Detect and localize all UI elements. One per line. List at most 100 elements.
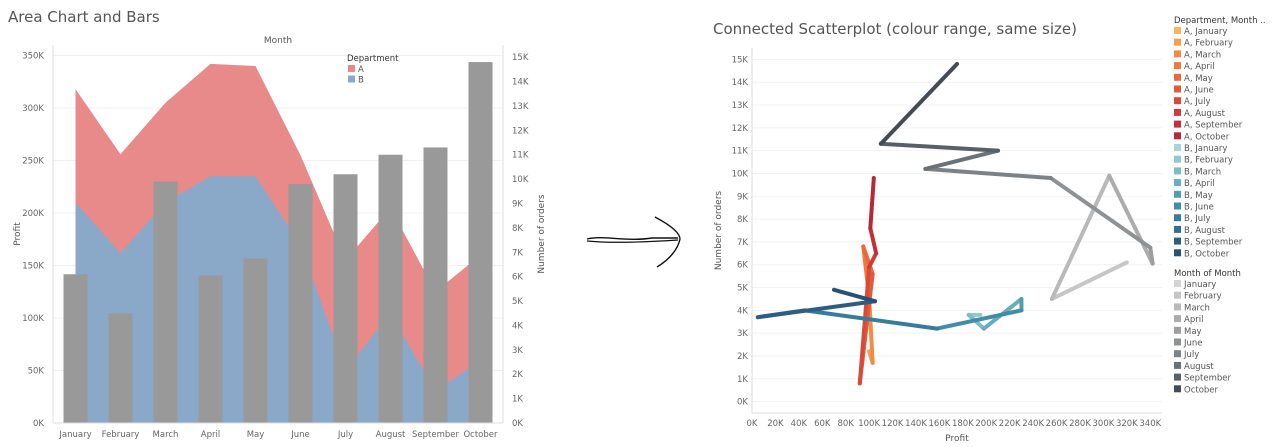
y2-tick-label: 13K xyxy=(512,102,529,112)
y-tick-label: 11K xyxy=(732,147,749,157)
legend-label: A, March xyxy=(1184,50,1221,60)
y-tick-label: 10K xyxy=(732,169,749,179)
y2-tick-label: 3K xyxy=(512,346,523,356)
legend-swatch xyxy=(1174,85,1181,93)
bar xyxy=(333,174,358,423)
legend-swatch xyxy=(1174,132,1181,140)
series-B-segment xyxy=(802,308,940,331)
legend-swatch xyxy=(1174,280,1181,287)
x-tick-label: July xyxy=(337,430,353,440)
bar xyxy=(243,258,268,423)
series-B-segment xyxy=(832,287,877,304)
legend-label: B, April xyxy=(1184,179,1215,189)
y-tick-label: 12K xyxy=(732,124,749,134)
legend-swatch xyxy=(1174,350,1181,358)
x-tick-label: February xyxy=(102,430,140,440)
legend-label: A, April xyxy=(1184,62,1215,72)
legend-swatch xyxy=(1174,97,1181,105)
bar xyxy=(378,154,403,423)
x-tick-label: 200K xyxy=(975,419,997,429)
x-tick-label: 0K xyxy=(747,419,758,429)
y-tick-label: 8K xyxy=(737,215,748,225)
legend-swatch xyxy=(1174,50,1181,58)
series-A-segment xyxy=(868,226,879,256)
y2-tick-label: 12K xyxy=(512,126,529,136)
legend-label: May xyxy=(1184,327,1202,337)
legend-label: A, October xyxy=(1184,132,1230,142)
legend-swatch xyxy=(1174,237,1181,245)
legend-swatch xyxy=(1174,155,1181,163)
legend-swatch xyxy=(1174,190,1181,198)
legend-swatch xyxy=(1174,249,1181,257)
x-tick-label: 280K xyxy=(1069,419,1091,429)
y-tick-label: 9K xyxy=(737,192,748,202)
legend-label: B, October xyxy=(1184,249,1230,259)
y2-tick-label: 4K xyxy=(512,321,523,331)
legend-label: B, August xyxy=(1184,226,1226,236)
y2-tick-label: 5K xyxy=(512,297,523,307)
y-tick-label: 15K xyxy=(732,55,749,65)
legend-label: B, March xyxy=(1184,167,1221,177)
y2-tick-label: 2K xyxy=(512,370,523,380)
y-tick-label: 100K xyxy=(22,314,44,324)
bar xyxy=(108,313,133,423)
legend-label: B, February xyxy=(1184,156,1233,166)
legend-label: A, February xyxy=(1184,39,1233,49)
series-Total-segment xyxy=(1107,173,1155,266)
x-tick-label: 80K xyxy=(838,419,855,429)
series-Total-segment xyxy=(1049,173,1112,301)
series-Total-segment xyxy=(1048,176,1153,250)
legend-swatch xyxy=(1174,385,1181,393)
x-tick-label: March xyxy=(153,430,179,440)
y2-tick-label: 6K xyxy=(512,273,523,283)
legend-label: A, January xyxy=(1184,27,1227,37)
legend-swatch xyxy=(1174,144,1181,151)
legend-swatch xyxy=(1174,167,1181,175)
x-tick-label: September xyxy=(412,430,459,440)
legend-label: A, September xyxy=(1184,121,1243,131)
y2-tick-label: 7K xyxy=(512,248,523,258)
bar xyxy=(423,147,448,423)
y2-tick-label: 9K xyxy=(512,200,523,210)
series-Total-segment xyxy=(1049,260,1129,301)
y-tick-label: 150K xyxy=(22,262,44,272)
area-bar-chart: 0K 50K 100K 150K 200K 250K 300K 350K 0K 1K 2K 3K 4K 5… xyxy=(13,36,547,440)
series-A-segment xyxy=(861,244,875,276)
y-axis-title: Profit xyxy=(13,222,23,246)
series-Total-segment xyxy=(923,166,1053,181)
y-tick-label: 14K xyxy=(732,78,749,88)
series-B-segment xyxy=(755,299,877,320)
legend-label: April xyxy=(1184,315,1203,325)
y-tick-label: 3K xyxy=(737,329,748,339)
y-tick-label: 250K xyxy=(22,157,44,167)
legend-swatch xyxy=(1174,179,1181,187)
legend-swatch xyxy=(1174,326,1181,334)
legend-title: Department, Month .. xyxy=(1174,16,1266,26)
x-tick-label: October xyxy=(463,430,498,440)
legend-title: Month of Month xyxy=(1174,269,1241,279)
y-tick-label: 13K xyxy=(732,101,749,111)
x-tick-label: 160K xyxy=(929,419,951,429)
legend-label: March xyxy=(1184,303,1210,313)
series-Total-segment xyxy=(1148,245,1155,266)
legend-label: B, July xyxy=(1184,214,1211,224)
legend-swatch xyxy=(1174,27,1181,34)
legend-label: B, September xyxy=(1184,238,1243,248)
legend-label: B xyxy=(358,76,364,86)
legend-label: February xyxy=(1184,292,1222,302)
bar xyxy=(468,62,493,423)
x-tick-label: June xyxy=(290,430,310,440)
legend-label: September xyxy=(1184,374,1231,384)
x-tick-label: April xyxy=(201,430,220,440)
legend-label: June xyxy=(1183,339,1203,349)
x-tick-label: 260K xyxy=(1046,419,1068,429)
y2-tick-label: 11K xyxy=(512,151,529,161)
y2-tick-label: 15K xyxy=(512,53,529,63)
x-axis-title: Month xyxy=(264,36,292,46)
series-Total-segment xyxy=(923,148,1000,171)
y2-tick-label: 1K xyxy=(512,395,523,405)
x-tick-label: 300K xyxy=(1093,419,1115,429)
y2-tick-label: 8K xyxy=(512,224,523,234)
y-tick-label: 1K xyxy=(737,375,748,385)
y2-tick-label: 10K xyxy=(512,175,529,185)
